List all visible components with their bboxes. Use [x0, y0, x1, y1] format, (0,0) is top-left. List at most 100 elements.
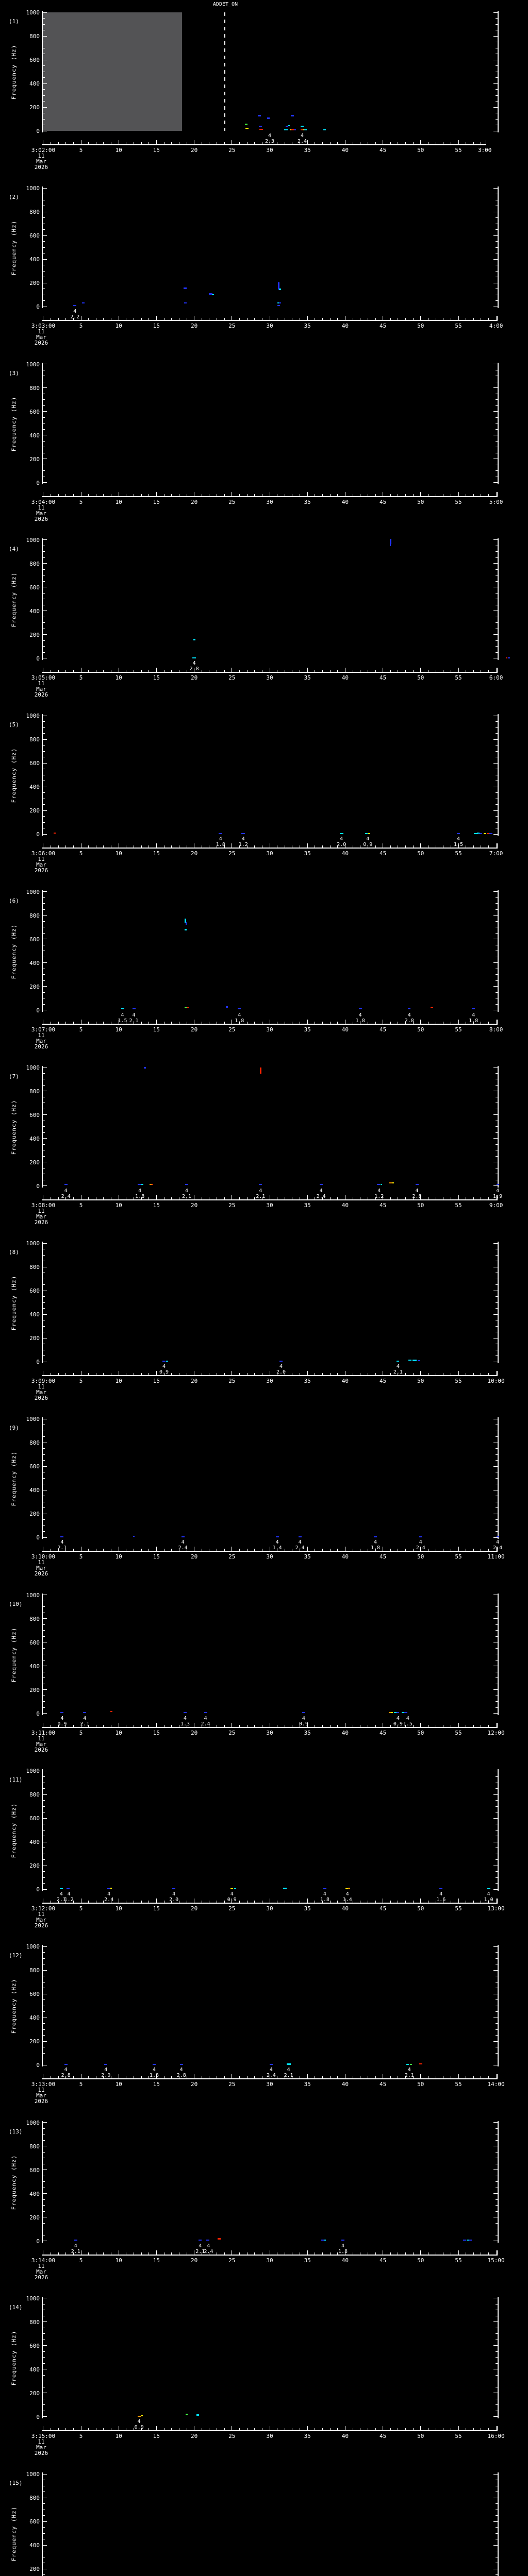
detection-label: 4 1.8: [355, 1012, 365, 1024]
spectrogram-panel-11: (11) Frequency (Hz) 0 200 400 600 800 1000 4 2.1…: [0, 1758, 528, 1934]
x-tick: [497, 1371, 498, 1376]
detection-marker: [184, 302, 187, 304]
x-tick: [254, 2428, 255, 2430]
y-tick: [496, 95, 498, 96]
detection-marker: [345, 1888, 348, 1889]
x-tick-label: 55: [455, 323, 462, 330]
y-tick: [496, 1004, 498, 1005]
x-tick: [141, 494, 142, 496]
x-tick: [337, 1197, 338, 1199]
x-tick: [103, 2252, 104, 2255]
x-tick: [73, 494, 74, 496]
x-tick: [224, 1373, 225, 1376]
x-axis: [42, 2254, 498, 2256]
y-tick-label: 200: [29, 104, 40, 111]
x-tick: [254, 1549, 255, 1551]
y-tick-label: 600: [29, 1639, 40, 1646]
detection-label: 4 2.4: [61, 1188, 71, 1199]
x-tick: [224, 1901, 225, 1903]
x-tick: [405, 142, 406, 144]
x-tick-label: 10: [115, 147, 122, 154]
panel-index-label: (2): [9, 194, 19, 201]
frequency-axis-title: Frequency (Hz): [10, 1803, 18, 1858]
x-tick: [375, 1549, 376, 1551]
x-tick: [224, 1197, 225, 1199]
detection-marker: [144, 1067, 146, 1069]
detection-marker: [277, 305, 280, 307]
y-tick: [43, 1871, 45, 1872]
detection-label: 4 2.1: [195, 2243, 205, 2255]
y-tick: [493, 2041, 498, 2042]
x-axis: [42, 1375, 498, 1377]
x-tick-label: 20: [190, 2081, 198, 2088]
y-tick: [43, 563, 47, 564]
y-tick-label: 1000: [26, 713, 40, 720]
y-tick-label: 1000: [26, 1240, 40, 1247]
x-tick-label: 15: [153, 323, 160, 330]
y-tick-label: 400: [29, 2542, 40, 2549]
y-tick-label: 400: [29, 1839, 40, 1845]
y-tick: [43, 1630, 45, 1631]
y-tick-label: 600: [29, 936, 40, 943]
y-tick: [493, 1466, 498, 1467]
detection-marker: [496, 1536, 499, 1538]
x-tick: [254, 1901, 255, 1903]
x-tick: [65, 1901, 67, 1903]
x-tick: [103, 845, 104, 848]
x-tick: [497, 1899, 498, 1903]
spectrogram-panel-13: (13) Frequency (Hz) 0 200 400 600 800 1000 4 2.1…: [0, 2110, 528, 2286]
y-tick: [43, 259, 47, 260]
y-tick: [43, 1689, 47, 1690]
x-tick: [322, 2076, 323, 2079]
y-tick: [496, 24, 498, 25]
y-tick: [493, 634, 498, 635]
detection-marker: [381, 1184, 383, 1185]
y-tick: [43, 1952, 45, 1953]
y-tick: [496, 1296, 498, 1297]
y-tick: [496, 1829, 498, 1831]
y-tick: [493, 810, 498, 811]
y-tick: [496, 903, 498, 904]
panel-index-label: (14): [9, 2303, 23, 2311]
x-tick: [239, 2252, 240, 2255]
x-tick: [337, 1373, 338, 1376]
x-tick: [156, 2250, 157, 2255]
x-tick: [239, 2076, 240, 2079]
detection-marker: [140, 2415, 143, 2417]
x-tick-label: 40: [341, 147, 349, 154]
y-tick: [496, 1958, 498, 1959]
x-tick: [337, 142, 338, 144]
detection-marker: [60, 1712, 64, 1714]
x-tick: [246, 845, 248, 848]
y-tick: [496, 1132, 498, 1133]
x-tick-label: 15: [153, 2432, 160, 2439]
x-tick-label: 25: [228, 323, 236, 330]
x-tick: [141, 1724, 142, 1727]
x-tick: [103, 2428, 104, 2430]
x-tick: [322, 1901, 323, 1903]
y-tick: [496, 247, 498, 248]
x-tick: [337, 2428, 338, 2430]
x-tick-label: 20: [190, 147, 198, 154]
y-tick: [43, 1302, 45, 1303]
x-tick: [329, 1724, 331, 1727]
x-tick: [375, 845, 376, 848]
x-tick: [65, 2428, 67, 2430]
x-tick-label: 55: [455, 147, 462, 154]
x-tick: [420, 492, 421, 496]
x-tick: [65, 669, 67, 672]
detection-marker: [419, 2063, 422, 2064]
y-tick-label: 600: [29, 584, 40, 591]
y-tick: [43, 399, 45, 400]
x-tick: [103, 142, 104, 144]
x-tick: [141, 845, 142, 848]
date-month-label: Mar: [36, 1565, 46, 1572]
y-axis-left: [42, 187, 43, 309]
y-tick-label: 400: [29, 80, 40, 87]
y-tick: [496, 417, 498, 418]
x-tick-label: 20: [190, 323, 198, 330]
x-tick: [148, 1197, 150, 1199]
x-tick: [246, 142, 248, 144]
x-tick-label: 50: [417, 1905, 424, 1912]
y-tick: [496, 1084, 498, 1086]
